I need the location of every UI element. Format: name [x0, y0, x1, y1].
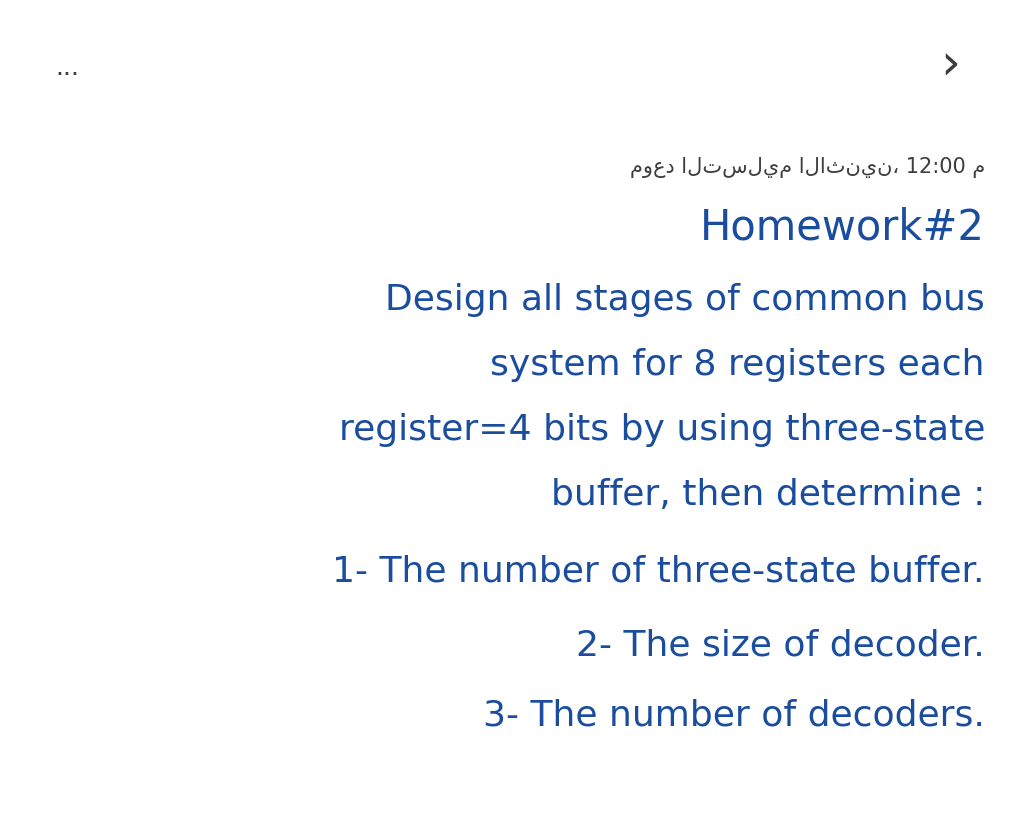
Text: system for 8 registers each: system for 8 registers each [490, 348, 985, 382]
Text: Design all stages of common bus: Design all stages of common bus [385, 283, 985, 317]
Text: 2- The size of decoder.: 2- The size of decoder. [577, 628, 985, 662]
Text: register=4 bits by using three-state: register=4 bits by using three-state [339, 413, 985, 447]
Text: buffer, then determine :: buffer, then determine : [551, 478, 985, 512]
Text: Homework#2: Homework#2 [700, 207, 985, 249]
Text: 3- The number of decoders.: 3- The number of decoders. [483, 698, 985, 732]
Text: ...: ... [55, 56, 79, 80]
Text: 1- The number of three-state buffer.: 1- The number of three-state buffer. [333, 555, 985, 589]
Text: موعد التسليم الاثنين، 12:00 م: موعد التسليم الاثنين، 12:00 م [630, 158, 985, 178]
Text: ›: › [940, 41, 961, 89]
